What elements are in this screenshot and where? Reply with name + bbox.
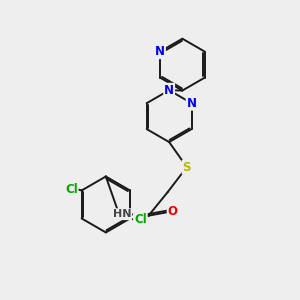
Text: S: S (183, 160, 191, 174)
Text: Cl: Cl (65, 182, 78, 196)
Text: N: N (187, 97, 196, 110)
Text: N: N (155, 45, 165, 58)
Text: HN: HN (113, 209, 131, 219)
Text: N: N (164, 84, 174, 97)
Text: O: O (168, 205, 178, 218)
Text: Cl: Cl (134, 213, 147, 226)
